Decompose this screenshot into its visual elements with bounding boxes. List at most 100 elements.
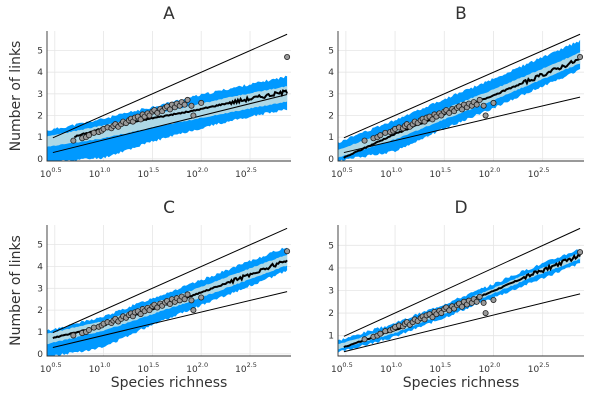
axis-frame xyxy=(46,225,291,357)
axis-frame xyxy=(337,225,584,357)
data-point xyxy=(90,324,97,331)
y-tick-label: 3 xyxy=(328,287,334,297)
x-tick-label: 101.5 xyxy=(138,166,160,180)
y-tick-label: 4 xyxy=(328,264,334,274)
data-point xyxy=(429,116,436,123)
reference-line-lower xyxy=(343,96,581,154)
y-tick-label: 2 xyxy=(37,306,43,316)
data-point xyxy=(137,311,144,318)
x-tick-label: 101.0 xyxy=(89,361,111,375)
y-tick-label: 2 xyxy=(328,112,334,122)
y-tick-label: 5 xyxy=(37,241,43,251)
y-tick-label: 0 xyxy=(37,350,43,360)
x-tick-label: 100.5 xyxy=(40,361,62,375)
data-point xyxy=(473,101,480,108)
data-point xyxy=(482,112,489,119)
data-point xyxy=(198,99,205,106)
data-point xyxy=(377,132,384,139)
y-tick-label: 1 xyxy=(328,133,334,143)
x-tick-label: 102.5 xyxy=(235,361,257,375)
data-point xyxy=(438,310,445,317)
reference-line-upper xyxy=(343,33,581,139)
y-tick-label: 1 xyxy=(37,328,43,338)
data-point xyxy=(429,314,436,321)
data-point xyxy=(146,307,153,314)
x-tick-label: 101.0 xyxy=(380,166,402,180)
data-point xyxy=(438,112,445,119)
reference-line-upper xyxy=(343,227,581,337)
panel-title: B xyxy=(455,4,467,24)
reference-line-lower xyxy=(52,93,288,154)
inner-band xyxy=(47,86,288,147)
y-axis-label: Number of links xyxy=(8,41,24,152)
y-tick-label: 4 xyxy=(328,68,334,78)
data-points xyxy=(361,249,584,343)
panel-B: 100.5 101.0 101.5 102.0 102.5 0 1 2 3 4 5 B xyxy=(328,4,584,180)
data-point xyxy=(577,249,584,256)
plot-area xyxy=(338,227,584,353)
y-tick-label: 0 xyxy=(328,155,334,165)
data-point xyxy=(476,293,483,300)
data-point xyxy=(70,332,77,339)
data-point xyxy=(198,294,205,301)
y-tick-label: 1 xyxy=(328,332,334,342)
reference-line-lower xyxy=(343,293,581,353)
x-tick-label: 102.5 xyxy=(528,166,550,180)
y-tick-label: 3 xyxy=(37,90,43,100)
data-point xyxy=(70,137,77,144)
data-point xyxy=(458,303,465,310)
data-point xyxy=(146,112,153,119)
panel-D: 100.5 101.0 101.5 102.0 102.5 1 2 3 4 5 D Species r… xyxy=(328,198,584,391)
reference-line-lower xyxy=(52,291,288,348)
data-point xyxy=(188,297,195,304)
x-tick-label: 101.0 xyxy=(380,361,402,375)
y-tick-label: 2 xyxy=(328,309,334,319)
data-point xyxy=(85,327,92,334)
data-point xyxy=(377,330,384,337)
data-point xyxy=(284,248,291,255)
data-point xyxy=(361,137,368,144)
data-point xyxy=(480,102,487,109)
y-tick-label: 2 xyxy=(37,112,43,122)
y-tick-label: 1 xyxy=(37,133,43,143)
x-tick-label: 102.5 xyxy=(528,361,550,375)
data-point xyxy=(190,112,197,119)
panel-title: A xyxy=(163,4,175,24)
x-tick-label: 101.5 xyxy=(138,361,160,375)
x-tick-label: 102.0 xyxy=(479,166,501,180)
x-tick-label: 101.0 xyxy=(89,166,111,180)
y-tick-label: 5 xyxy=(328,241,334,251)
data-point xyxy=(473,298,480,305)
inner-band xyxy=(338,253,581,350)
data-point xyxy=(490,296,497,303)
x-tick-label: 102.0 xyxy=(479,361,501,375)
data-point xyxy=(476,96,483,103)
y-axis-label: Number of links xyxy=(8,235,24,346)
x-tick-label: 101.5 xyxy=(429,166,451,180)
data-point xyxy=(184,291,191,298)
y-tick-label: 4 xyxy=(37,262,43,272)
reference-line-upper xyxy=(52,227,288,334)
data-point xyxy=(184,96,191,103)
y-tick-label: 3 xyxy=(328,90,334,100)
panel-A: 100.5 101.0 101.5 102.0 102.5 0 1 2 3 4 5 A Number o… xyxy=(8,4,291,180)
data-point xyxy=(137,116,144,123)
data-point xyxy=(382,129,389,136)
x-tick-label: 102.0 xyxy=(186,166,208,180)
axis-frame xyxy=(337,31,584,162)
data-point xyxy=(480,299,487,306)
data-point xyxy=(85,132,92,139)
x-tick-label: 102.5 xyxy=(235,166,257,180)
x-tick-label: 102.0 xyxy=(186,361,208,375)
data-points xyxy=(361,54,584,144)
data-point xyxy=(490,99,497,106)
data-point xyxy=(577,54,584,61)
data-point xyxy=(90,129,97,136)
data-points xyxy=(70,248,291,339)
data-point xyxy=(361,336,368,343)
x-tick-label: 100.5 xyxy=(331,361,353,375)
x-tick-label: 100.5 xyxy=(40,166,62,180)
y-tick-label: 3 xyxy=(37,284,43,294)
x-axis-label: Species richness xyxy=(403,375,520,391)
